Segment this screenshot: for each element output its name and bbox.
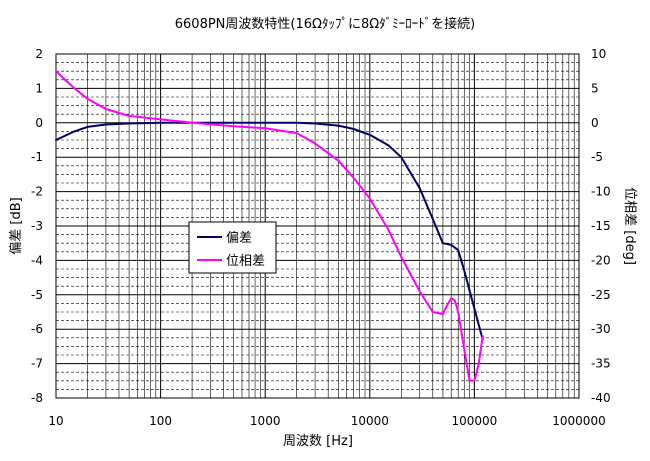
y-left-axis-label: 偏差 [dB]: [9, 197, 24, 254]
x-tick-label: 100: [149, 414, 172, 428]
y-left-tick-label: -8: [31, 391, 43, 405]
y-right-tick-label: 5: [591, 81, 599, 95]
x-axis-label: 周波数 [Hz]: [283, 434, 353, 449]
y-right-tick-label: -25: [591, 288, 611, 302]
x-tick-labels: 10 100 1000 10000 100000 1000000: [48, 414, 605, 428]
y-left-tick-label: -1: [31, 150, 43, 164]
y-right-tick-label: -20: [591, 253, 611, 267]
plot-frame: [55, 53, 580, 399]
y-left-tick-label: -7: [31, 357, 43, 371]
x-tick-label: 100000: [451, 414, 497, 428]
y-left-tick-label: -6: [31, 322, 43, 336]
legend-label-phase: 位相差: [226, 254, 265, 269]
y-left-tick-label: -3: [31, 219, 43, 233]
grid: [55, 53, 579, 399]
chart-title: 6608PN周波数特性(16Ωﾀｯﾌﾟに8Ωﾀﾞﾐｰﾛｰﾄﾞを接続): [175, 16, 475, 32]
y-right-tick-label: -40: [591, 391, 611, 405]
y-left-tick-label: 1: [35, 81, 43, 95]
y-left-tick-labels: 2 1 0 -1 -2 -3 -4 -5 -6 -7 -8: [31, 47, 43, 405]
y-right-tick-label: -15: [591, 219, 611, 233]
y-right-tick-label: -30: [591, 322, 611, 336]
legend-label-deviation: 偏差: [226, 231, 252, 246]
y-left-tick-label: 0: [35, 116, 43, 130]
y-right-axis-label: 位相差 [deg]: [622, 187, 637, 265]
y-right-tick-labels: 10 5 0 -5 -10 -15 -20 -25 -30 -35 -40: [591, 47, 611, 405]
y-right-tick-label: -10: [591, 185, 611, 199]
y-left-tick-label: -4: [31, 253, 43, 267]
y-left-tick-label: -2: [31, 185, 43, 199]
x-tick-label: 10: [48, 414, 63, 428]
series-line-deviation: [55, 121, 484, 341]
y-right-tick-label: -35: [591, 357, 611, 371]
y-left-tick-label: -5: [31, 288, 43, 302]
legend: 偏差 位相差: [188, 221, 277, 274]
y-right-tick-label: 10: [591, 47, 606, 61]
y-left-tick-label: 2: [35, 47, 43, 61]
x-tick-label: 10000: [351, 414, 389, 428]
series-line-phase: [55, 70, 484, 382]
legend-box: [188, 221, 277, 274]
y-right-tick-label: 0: [591, 116, 599, 130]
x-tick-label: 1000: [250, 414, 281, 428]
x-tick-label: 1000000: [552, 414, 605, 428]
y-right-tick-label: -5: [591, 150, 603, 164]
series-layer: [55, 70, 484, 382]
